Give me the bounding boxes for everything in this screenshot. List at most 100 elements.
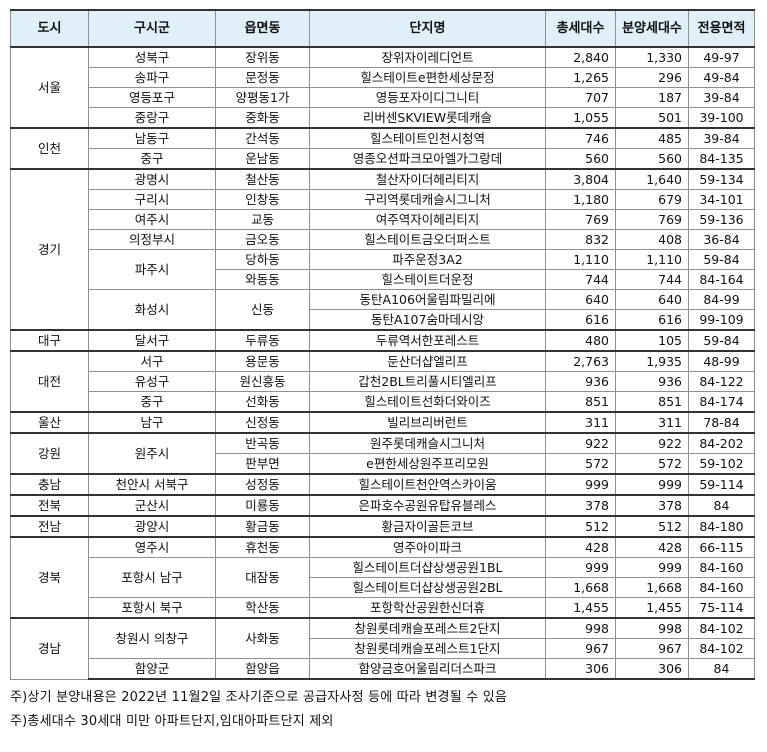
area-cell: 84-135 [688,148,755,170]
area-cell: 84 [688,494,755,517]
table-row: 전북 군산시 미룡동 은파호수공원유탑유블레스 378 378 84 [10,494,755,517]
town-cell: 간석동 [215,127,310,149]
table-row: 울산 남구 신정동 빌리브리버런트 311 311 78-84 [10,411,755,434]
area-cell: 84-102 [688,617,755,639]
area-cell: 84-160 [688,557,755,578]
total-units-cell: 967 [545,638,616,659]
town-cell: 문정동 [215,67,310,88]
sale-units-cell: 501 [615,107,689,129]
table-row: 강원 원주시 반곡동 원주롯데캐슬시그니처 922 922 84-202 [10,432,755,475]
table-row: 포항시 북구 학산동 포항학산공원한신더휴 1,455 1,455 75-114 [11,597,755,619]
header-sale-units: 분양세대수 [615,9,689,48]
area-cell: 59-84 [688,249,755,270]
total-units-cell: 1,055 [545,107,616,129]
table-row: 영등포구 양평동1가 영등포자이디그니티 707 187 39-84 [11,87,755,108]
area-cell: 39-100 [688,107,755,129]
total-units-cell: 936 [545,371,616,392]
sale-units-cell: 105 [615,329,689,352]
district-cell: 영주시 [88,536,216,558]
sale-units-cell: 1,935 [615,350,689,372]
table-row: 창원롯데캐슬포레스트1단지 967 967 84-102 [11,638,755,659]
table-row: 유성구 원신흥동 갑천2BL트리풀시티엘리프 936 936 84-122 [11,371,755,392]
sale-units-cell: 306 [615,658,689,680]
complex-name-cell: 구리역롯데캐슬시그니처 [309,189,546,210]
area-cell: 36-84 [688,229,755,250]
apartment-supply-table: 도시 구시군 읍면동 단지명 총세대수 분양세대수 전용면적 서울 성북구 장위동 장… [10,9,755,680]
total-units-cell: 1,455 [545,597,616,619]
complex-name-cell: 힐스테이트e편한세상문정 [309,67,546,88]
header-town: 읍면동 [215,9,310,48]
complex-name-cell: 여주역자이헤리티지 [309,209,546,230]
complex-name-cell: 함양금호어울림리더스파크 [309,658,546,680]
header-district: 구시군 [88,9,216,48]
complex-name-cell: 두류역서한포레스트 [309,329,546,352]
complex-name-cell: 철산자이더헤리티지 [309,168,546,190]
city-cell: 전남 [10,515,89,538]
total-units-cell: 851 [545,391,616,413]
area-cell: 84 [688,658,755,680]
table-row: 경남 창원시 의창구 사화동 창원롯데캐슬포레스트2단지 998 998 84-102 [10,617,755,680]
sale-units-cell: 512 [615,515,689,538]
sale-units-cell: 1,640 [615,168,689,190]
total-units-cell: 512 [545,515,616,538]
town-cell: 함양읍 [215,658,310,680]
complex-name-cell: e편한세상원주프리모원 [309,453,546,475]
complex-name-cell: 황금자이골든코브 [309,515,546,538]
total-units-cell: 746 [545,127,616,149]
district-cell: 광명시 [88,168,216,190]
district-cell: 파주시 [88,249,216,290]
town-cell: 신동 [215,289,310,331]
town-cell: 성정동 [215,473,310,496]
table-row: 힐스테이트더샵상생공원2BL 1,668 1,668 84-160 [11,577,755,598]
city-cell: 인천 [10,127,89,170]
complex-name-cell: 동탄A107숨마데시앙 [309,309,546,331]
complex-name-cell: 영등포자이디그니티 [309,87,546,108]
table-row: 판부면 e편한세상원주프리모원 572 572 59-102 [11,453,755,475]
complex-name-cell: 동탄A106어울림파밀리에 [309,289,546,310]
total-units-cell: 378 [545,494,616,517]
total-units-cell: 306 [545,658,616,680]
total-units-cell: 999 [545,473,616,496]
sale-units-cell: 640 [615,289,689,310]
sale-units-cell: 679 [615,189,689,210]
complex-name-cell: 창원롯데캐슬포레스트2단지 [309,617,546,639]
district-cell: 군산시 [88,494,216,517]
complex-name-cell: 힐스테이트더샵상생공원2BL [309,577,546,598]
sale-units-cell: 408 [615,229,689,250]
city-cell: 서울 [10,46,89,129]
sale-units-cell: 296 [615,67,689,88]
sale-units-cell: 572 [615,453,689,475]
area-cell: 39-84 [688,127,755,149]
supply-table-container: 도시 구시군 읍면동 단지명 총세대수 분양세대수 전용면적 서울 성북구 장위동 장… [10,9,755,734]
district-cell: 의정부시 [88,229,216,250]
table-row: 충남 천안시 서북구 성정동 힐스테이트천안역스카이움 999 999 59-114 [10,473,755,496]
total-units-cell: 428 [545,536,616,558]
city-cell: 대구 [10,329,89,352]
total-units-cell: 640 [545,289,616,310]
district-cell: 성북구 [88,46,216,68]
total-units-cell: 480 [545,329,616,352]
district-cell: 천안시 서북구 [88,473,216,496]
town-cell: 양평동1가 [215,87,310,108]
district-cell: 남구 [88,411,216,434]
sale-units-cell: 998 [615,617,689,639]
city-cell: 경남 [10,617,89,680]
header-total-units: 총세대수 [545,9,616,48]
total-units-cell: 744 [545,269,616,290]
city-cell: 경북 [10,536,89,619]
area-cell: 59-136 [688,209,755,230]
total-units-cell: 2,840 [545,46,616,68]
complex-name-cell: 창원롯데캐슬포레스트1단지 [309,638,546,659]
complex-name-cell: 힐스테이트인천시청역 [309,127,546,149]
sale-units-cell: 922 [615,432,689,454]
district-cell: 송파구 [88,67,216,88]
complex-name-cell: 힐스테이트더샵상생공원1BL [309,557,546,578]
complex-name-cell: 힐스테이트더운정 [309,269,546,290]
table-body: 서울 성북구 장위동 장위자이레디언트 2,840 1,330 49-97 송파구 문정동 힐스테… [10,46,755,680]
sale-units-cell: 428 [615,536,689,558]
table-row: 대전 서구 용문동 둔산더샵엘리프 2,763 1,935 48-99 [10,350,755,413]
sale-units-cell: 485 [615,127,689,149]
header-complex: 단지명 [309,9,546,48]
total-units-cell: 616 [545,309,616,331]
table-row: 여주시 교동 여주역자이헤리티지 769 769 59-136 [11,209,755,230]
